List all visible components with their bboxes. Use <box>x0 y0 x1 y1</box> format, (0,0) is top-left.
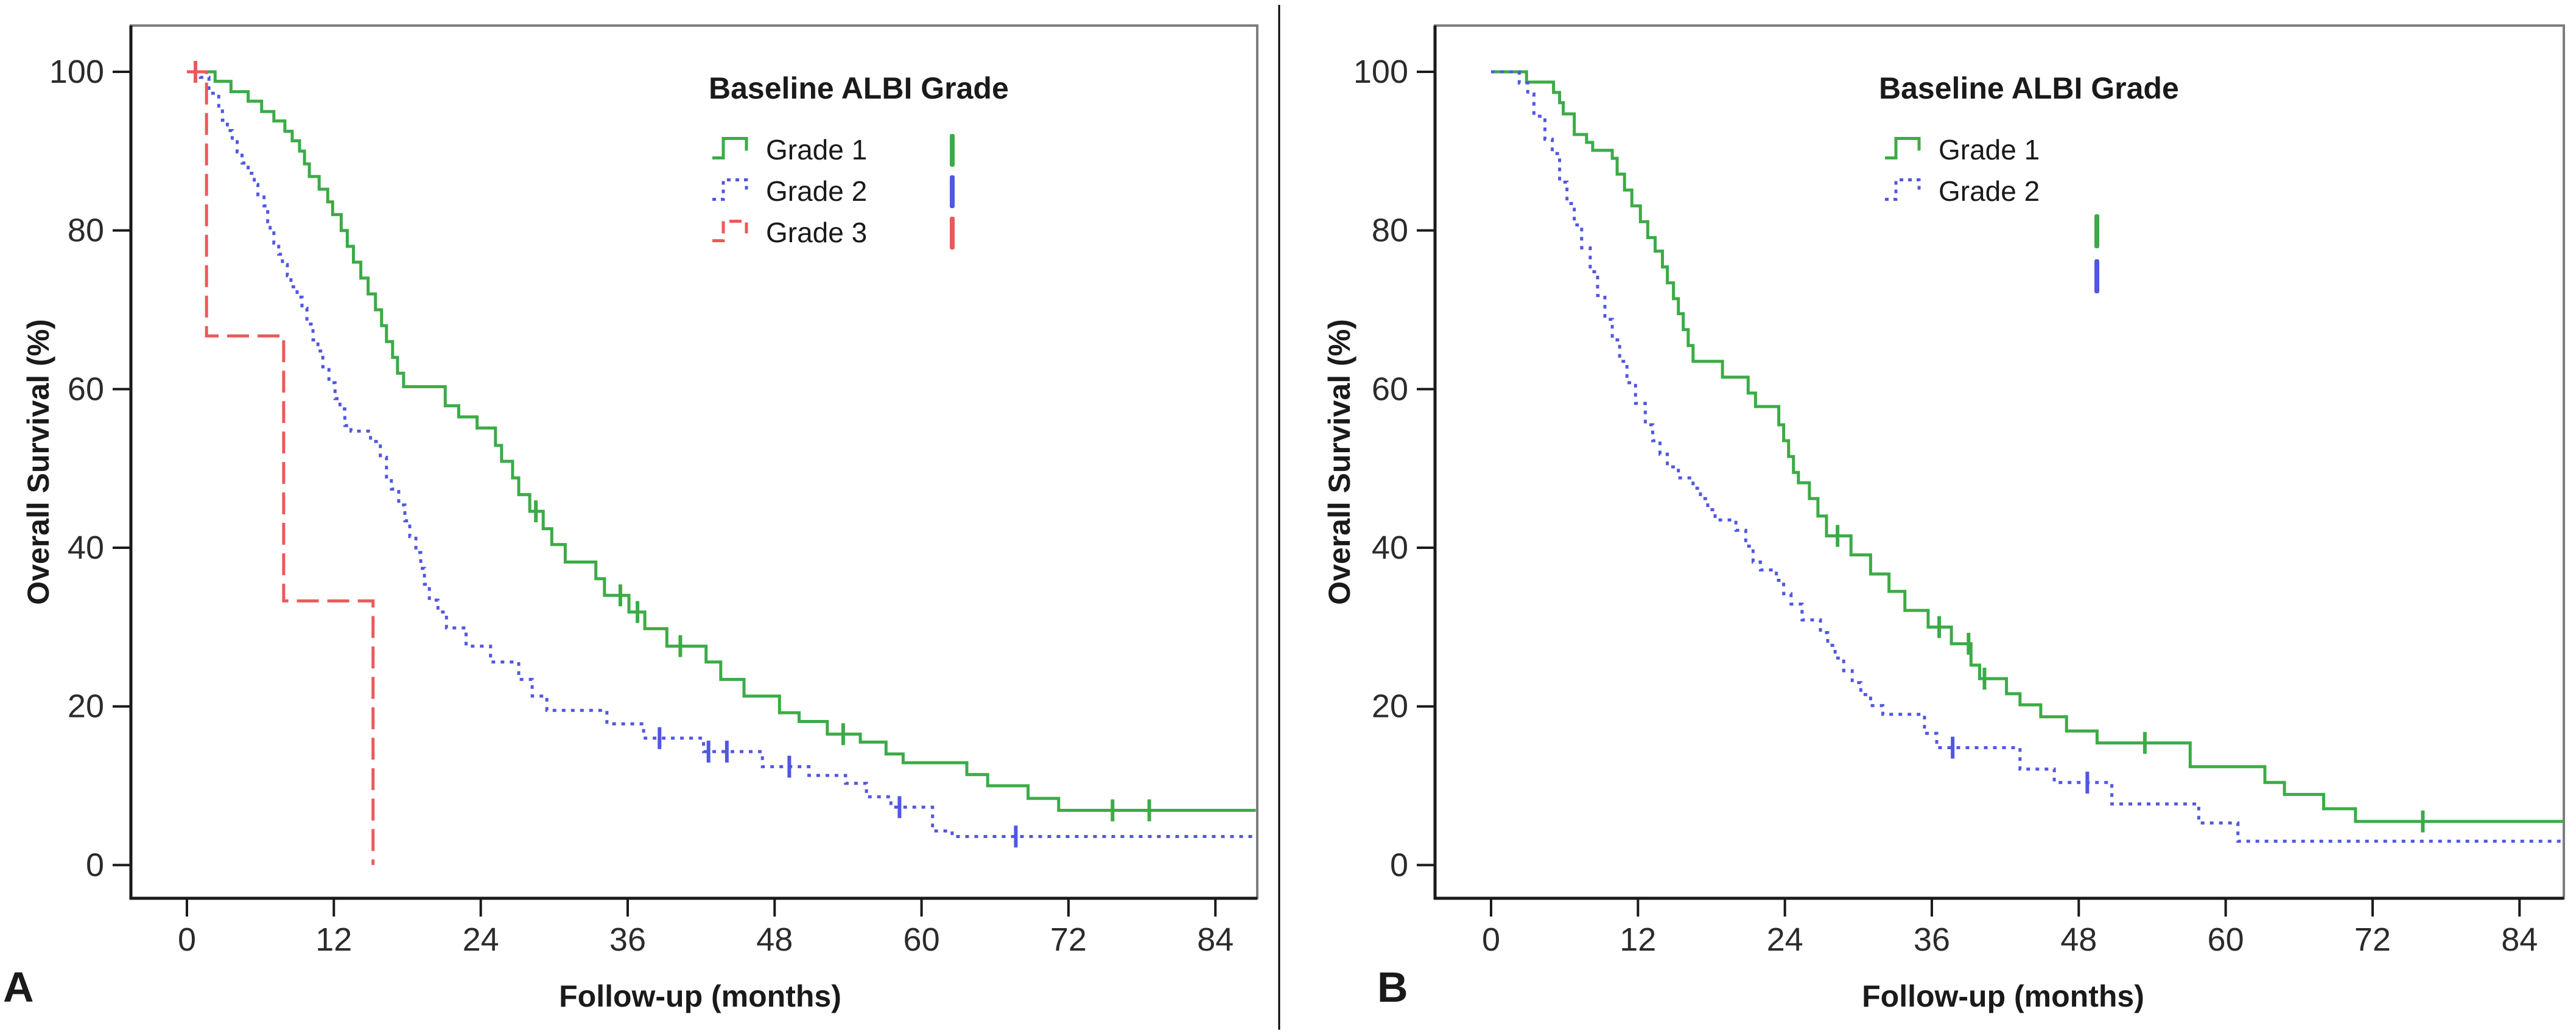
y-tick-label: 20 <box>1372 688 1408 725</box>
legend-line-sample-icon <box>711 131 760 169</box>
series-line-grade-1 <box>187 70 1256 812</box>
x-tick-label: 60 <box>2208 921 2244 958</box>
x-tick-label: 72 <box>1050 921 1087 958</box>
x-tick-label: 12 <box>1620 921 1656 958</box>
x-tick-label: 12 <box>315 921 352 958</box>
panel-a: 0 12 24 36 48 60 72 84 0 20 40 60 80 100 <box>49 24 1258 958</box>
panel-b-y-axis-label: Overall Survival (%) <box>1322 319 1356 605</box>
legend-label: Grade 1 <box>766 134 868 166</box>
legend-label: Grade 3 <box>766 217 868 248</box>
x-tick-label: 48 <box>756 921 793 958</box>
y-tick-label: 80 <box>1372 212 1408 249</box>
legend-censored-mark-icon <box>950 175 955 208</box>
x-tick-label: 72 <box>2354 921 2391 958</box>
panel-a-legend: Baseline ALBI Grade Grade 1 Grade 2 Grad… <box>658 61 1096 316</box>
series-line-grade-2 <box>1491 70 2564 843</box>
panel-b-legend: Baseline ALBI Grade Grade 1 Grade 2 <box>1827 61 2265 316</box>
legend-item-grade-1: Grade 1 <box>1827 129 2253 170</box>
x-tick-label: 24 <box>463 921 499 958</box>
legend-item-grade-2: Grade 2 <box>658 170 1084 212</box>
x-tick-label: 60 <box>904 921 940 958</box>
series-line-grade-2 <box>187 70 1256 838</box>
y-tick-label: 40 <box>1372 529 1408 566</box>
legend-item-grade-2: Grade 2 <box>1827 170 2253 212</box>
y-tick-label: 0 <box>86 847 104 883</box>
series-line-grade-3 <box>187 70 375 865</box>
legend-censored-mark-icon <box>2094 259 2099 293</box>
legend-censored-mark-icon <box>950 134 955 167</box>
legend-censored-mark-icon <box>2094 214 2099 248</box>
panel-b-x-axis-label: Follow-up (months) <box>1862 979 2144 1013</box>
x-tick-label: 36 <box>609 921 646 958</box>
axis-lines <box>1433 26 2564 900</box>
legend-label: Grade 1 <box>1939 134 2040 166</box>
panel-b: 0 12 24 36 48 60 72 84 0 20 40 60 80 100 <box>1353 24 2565 958</box>
panel-a-x-axis-label: Follow-up (months) <box>559 979 841 1013</box>
x-tick-label: 24 <box>1767 921 1803 958</box>
x-tick-label: 0 <box>1482 921 1500 958</box>
y-tick-label: 100 <box>49 54 104 90</box>
y-tick-label: 100 <box>1353 54 1408 90</box>
panel-a-legend-title: Baseline ALBI Grade <box>709 71 1009 105</box>
panel-a-letter: A <box>3 963 34 1011</box>
y-tick-label: 20 <box>68 688 104 725</box>
x-tick-label: 48 <box>2060 921 2097 958</box>
x-tick-label: 84 <box>2501 921 2538 958</box>
legend-line-sample-icon <box>711 214 760 251</box>
y-tick-label: 60 <box>68 371 104 407</box>
legend-line-sample-icon <box>711 173 760 210</box>
legend-item-grade-3: Grade 3 <box>658 212 1084 253</box>
legend-censored-mark-icon <box>950 217 955 250</box>
x-tick-label: 36 <box>1914 921 1950 958</box>
y-tick-label: 40 <box>68 529 104 566</box>
legend-label: Grade 2 <box>766 175 868 207</box>
panel-b-letter: B <box>1377 963 1408 1011</box>
y-tick-label: 80 <box>68 212 104 249</box>
y-tick-label: 0 <box>1390 847 1408 883</box>
series-line-grade-1 <box>1491 70 2564 823</box>
axis-lines <box>129 26 1257 900</box>
legend-label: Grade 2 <box>1939 175 2040 207</box>
panel-a-y-axis-label: Overall Survival (%) <box>21 319 55 605</box>
y-tick-label: 60 <box>1372 371 1408 407</box>
x-tick-label: 84 <box>1197 921 1234 958</box>
panel-b-legend-title: Baseline ALBI Grade <box>1879 71 2179 105</box>
legend-line-sample-icon <box>1884 131 1932 169</box>
legend-line-sample-icon <box>1884 173 1932 210</box>
x-tick-label: 0 <box>178 921 196 958</box>
legend-item-grade-1: Grade 1 <box>658 129 1084 170</box>
